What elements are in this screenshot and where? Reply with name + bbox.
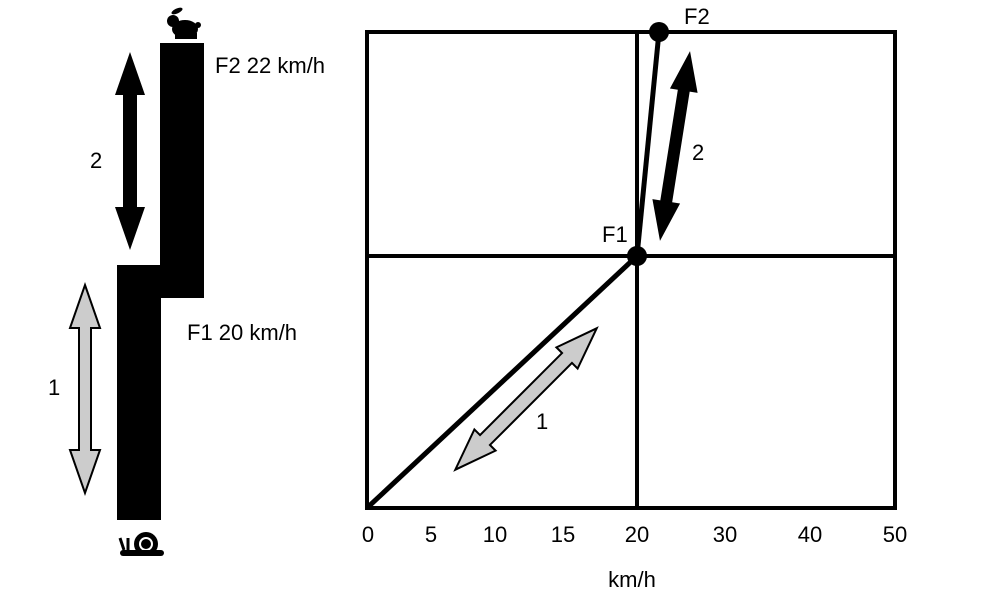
double-arrow-1-left xyxy=(68,281,102,497)
double-arrow-2-plot xyxy=(652,51,698,241)
left-arrow-2-label: 2 xyxy=(90,148,102,173)
f1-speed-label: F1 20 km/h xyxy=(187,320,297,345)
double-arrow-1-plot xyxy=(453,326,599,472)
x-axis-label: km/h xyxy=(608,567,656,592)
x-tick-20: 20 xyxy=(625,522,649,547)
point-f2-label: F2 xyxy=(684,4,710,29)
plot-arrow-1-label: 1 xyxy=(536,409,548,434)
x-tick-50: 50 xyxy=(883,522,907,547)
x-tick-0: 0 xyxy=(362,522,374,547)
x-tick-15: 15 xyxy=(551,522,575,547)
x-tick-10: 10 xyxy=(483,522,507,547)
snail-icon xyxy=(118,532,164,556)
point-f1 xyxy=(627,246,647,266)
left-arrow-1-label: 1 xyxy=(48,375,60,400)
f2-speed-label: F2 22 km/h xyxy=(215,53,325,78)
x-tick-40: 40 xyxy=(798,522,822,547)
upper-speed-bar xyxy=(160,43,204,298)
plot-arrow-2-label: 2 xyxy=(692,140,704,165)
double-arrow-2-left xyxy=(115,52,145,250)
x-tick-labels: 0 5 10 15 20 30 40 50 xyxy=(362,522,907,547)
segment-f1-f2 xyxy=(634,31,662,257)
segment-origin-f1 xyxy=(365,254,639,510)
point-f1-label: F1 xyxy=(602,222,628,247)
rabbit-icon xyxy=(167,7,201,39)
lower-speed-bar xyxy=(117,265,161,520)
plot-frame xyxy=(365,30,897,510)
point-f2 xyxy=(649,22,669,42)
x-tick-30: 30 xyxy=(713,522,737,547)
x-tick-5: 5 xyxy=(425,522,437,547)
